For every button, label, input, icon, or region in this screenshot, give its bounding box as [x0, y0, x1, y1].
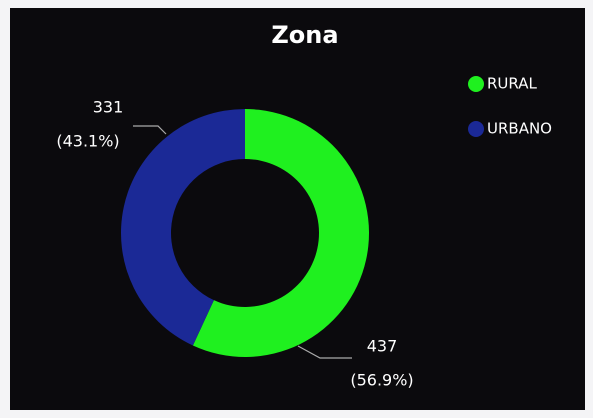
percent-label: (56.9%): [350, 371, 413, 390]
legend-swatch: [468, 121, 484, 137]
panel: [10, 8, 585, 410]
leader-line: [297, 345, 352, 359]
chart-title: Zona: [271, 21, 338, 49]
legend-swatch: [468, 76, 484, 92]
legend-label: URBANO: [487, 120, 552, 138]
donut-slice: [192, 109, 370, 358]
donut-slice: [121, 109, 245, 346]
data-label: 331: [93, 98, 124, 117]
percent-label: (43.1%): [56, 132, 119, 151]
leader-line: [133, 125, 167, 135]
legend-label: RURAL: [487, 75, 537, 93]
data-label: 437: [367, 337, 398, 356]
